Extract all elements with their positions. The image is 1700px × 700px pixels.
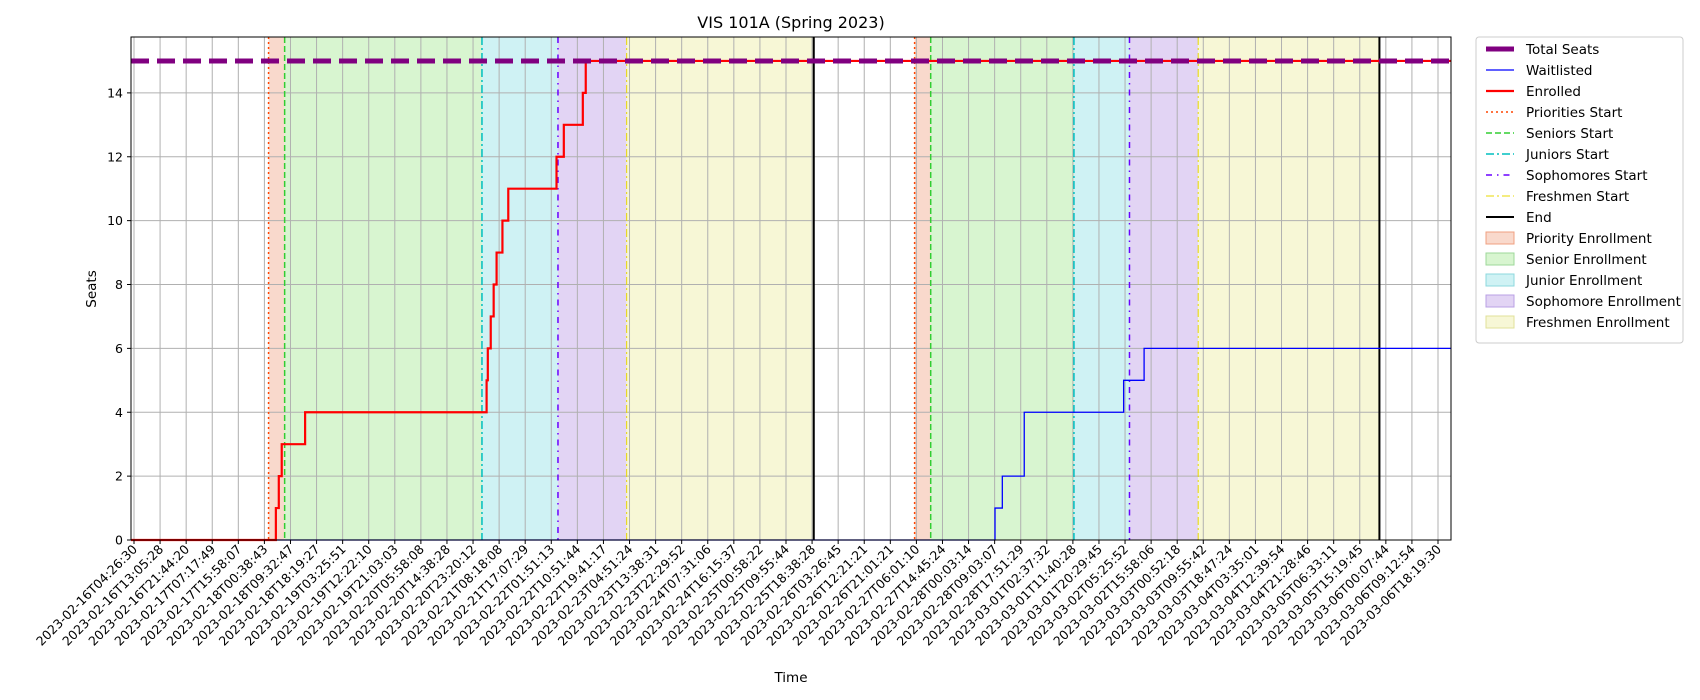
chart-title: VIS 101A (Spring 2023) xyxy=(697,13,884,32)
enrolled-line xyxy=(131,59,1451,542)
legend-label: Priorities Start xyxy=(1526,105,1622,121)
legend-label: Waitlisted xyxy=(1526,63,1593,79)
legend-item-freshmen-enrollment: Freshmen Enrollment xyxy=(1485,315,1670,331)
sophomore-enrollment-region xyxy=(557,37,627,540)
sophomore-enrollment-region xyxy=(1129,37,1199,540)
y-axis-ticks: 0 2 4 6 8 10 12 14 xyxy=(107,85,131,548)
freshmen-enrollment-region xyxy=(1198,37,1380,540)
legend-item-enrolled: Enrolled xyxy=(1486,84,1581,100)
legend-item-priority-enrollment: Priority Enrollment xyxy=(1485,231,1652,247)
x-axis-label: Time xyxy=(773,670,807,686)
y-tick-label: 4 xyxy=(115,405,123,420)
legend-swatch xyxy=(1485,231,1515,245)
legend-item-juniors-start: Juniors Start xyxy=(1486,147,1609,163)
legend-swatch xyxy=(1485,273,1515,287)
legend-label: Seniors Start xyxy=(1526,126,1613,142)
legend: Total Seats Waitlisted Enrolled Priorities … xyxy=(1475,36,1684,344)
plot-frame xyxy=(130,36,1452,541)
y-tick-label: 12 xyxy=(107,149,123,164)
legend-item-total-seats: Total Seats xyxy=(1486,42,1599,58)
y-tick-label: 6 xyxy=(115,341,123,356)
legend-label: Sophomore Enrollment xyxy=(1526,294,1681,310)
grid-lines xyxy=(131,37,1451,541)
legend-label: Priority Enrollment xyxy=(1526,231,1652,247)
legend-swatch xyxy=(1485,294,1515,308)
y-tick-label: 2 xyxy=(115,469,123,484)
priority-enrollment-region xyxy=(914,37,931,540)
legend-item-freshmen-start: Freshmen Start xyxy=(1486,189,1629,205)
y-tick-label: 8 xyxy=(115,277,123,292)
legend-label: Enrolled xyxy=(1526,84,1581,100)
y-tick-label: 0 xyxy=(115,533,123,548)
senior-enrollment-region xyxy=(284,37,482,540)
y-tick-label: 14 xyxy=(107,85,123,100)
legend-item-sophomore-enrollment: Sophomore Enrollment xyxy=(1485,294,1681,310)
priority-enrollment-region xyxy=(268,37,285,540)
junior-enrollment-region xyxy=(1073,37,1130,540)
phase-markers xyxy=(267,37,1381,540)
legend-item-end: End xyxy=(1486,210,1552,226)
legend-swatch xyxy=(1485,315,1515,329)
legend-swatch xyxy=(1485,252,1515,266)
freshmen-enrollment-region xyxy=(626,37,814,540)
legend-label: Juniors Start xyxy=(1525,147,1609,163)
legend-label: End xyxy=(1526,210,1552,226)
waitlisted-line xyxy=(131,347,1451,541)
legend-item-senior-enrollment: Senior Enrollment xyxy=(1485,252,1647,268)
legend-box xyxy=(1475,36,1684,344)
legend-label: Total Seats xyxy=(1525,42,1599,58)
legend-item-priorities-start: Priorities Start xyxy=(1486,105,1622,121)
legend-label: Sophomores Start xyxy=(1526,168,1648,184)
legend-item-seniors-start: Seniors Start xyxy=(1486,126,1613,142)
legend-item-waitlisted: Waitlisted xyxy=(1486,63,1593,79)
legend-item-sophomores-start: Sophomores Start xyxy=(1486,168,1648,184)
y-axis-label: Seats xyxy=(84,270,100,307)
enrollment-regions xyxy=(268,37,1380,540)
x-axis-ticks: 2023-02-16T04:26:302023-02-16T13:05:2820… xyxy=(33,540,1444,649)
y-tick-label: 10 xyxy=(107,213,123,228)
legend-label: Senior Enrollment xyxy=(1526,252,1647,268)
legend-item-junior-enrollment: Junior Enrollment xyxy=(1485,273,1642,289)
legend-label: Junior Enrollment xyxy=(1525,273,1642,289)
senior-enrollment-region xyxy=(930,37,1074,540)
legend-label: Freshmen Enrollment xyxy=(1526,315,1670,331)
legend-label: Freshmen Start xyxy=(1526,189,1629,205)
data-series xyxy=(131,58,1451,542)
